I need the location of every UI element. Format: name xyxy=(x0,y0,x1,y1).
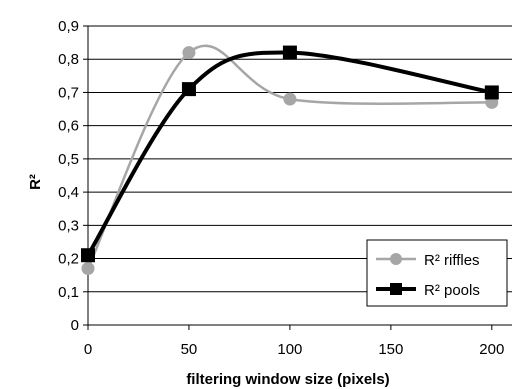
data-point-riffles xyxy=(81,262,95,276)
data-point-riffles xyxy=(182,46,196,60)
legend-label-pools: R² pools xyxy=(424,282,480,299)
y-tick-label: 0,5 xyxy=(58,151,79,168)
y-tick-label: 0,6 xyxy=(58,118,79,135)
y-axis-title: R² xyxy=(27,174,44,190)
x-tick-label: 50 xyxy=(181,341,198,358)
series-line-pools xyxy=(86,50,494,258)
y-tick-label: 0,1 xyxy=(58,284,79,301)
y-tick-label: 0,9 xyxy=(58,18,79,35)
y-tick-label: 0,7 xyxy=(58,84,79,101)
x-tick-label: 150 xyxy=(378,341,403,358)
data-point-pools xyxy=(282,45,297,60)
legend-marker-pools xyxy=(390,283,402,295)
y-tick-label: 0,4 xyxy=(58,184,79,201)
legend-marker-riffles xyxy=(390,253,402,265)
x-tick-label: 100 xyxy=(277,341,302,358)
data-point-pools xyxy=(484,85,499,100)
x-axis-title: filtering window size (pixels) xyxy=(186,371,389,388)
y-tick-label: 0 xyxy=(71,317,79,334)
data-point-pools xyxy=(81,248,95,263)
y-tick-label: 0,2 xyxy=(58,251,79,268)
legend-label-riffles: R² riffles xyxy=(424,252,480,269)
series-layer xyxy=(81,44,499,276)
data-point-riffles xyxy=(283,92,297,106)
x-tick-labels: 0 50 100 150 200 xyxy=(84,341,504,358)
x-tick-label: 0 xyxy=(84,341,92,358)
data-point-pools xyxy=(181,82,196,97)
y-tick-label: 0,3 xyxy=(58,217,79,234)
y-tick-label: 0,8 xyxy=(58,51,79,68)
y-tick-labels: 0 0,1 0,2 0,3 0,4 0,5 0,6 0,7 0,8 0,9 xyxy=(58,18,79,334)
gridlines xyxy=(88,25,512,293)
x-tick-label: 200 xyxy=(479,341,504,358)
legend: R² riffles R² pools xyxy=(366,239,508,307)
